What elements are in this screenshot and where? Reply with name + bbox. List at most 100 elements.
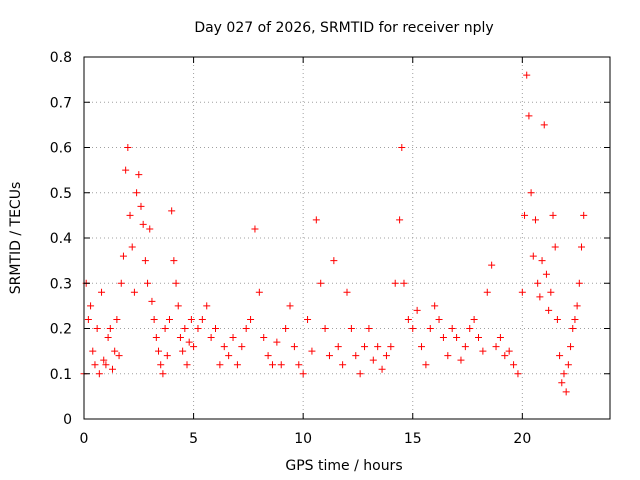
data-point <box>553 315 561 323</box>
data-point <box>549 211 557 219</box>
data-point <box>448 325 456 332</box>
data-point <box>542 270 550 278</box>
data-point <box>558 379 566 387</box>
data-point <box>479 347 487 355</box>
y-tick-label: 0 <box>63 412 72 428</box>
data-point <box>536 293 544 301</box>
data-point <box>155 347 163 355</box>
data-point <box>179 347 187 355</box>
data-point <box>317 279 325 287</box>
x-tick-label: 20 <box>513 431 531 447</box>
data-point <box>575 279 583 287</box>
data-point <box>545 306 553 314</box>
data-point <box>492 343 500 351</box>
data-point <box>361 343 369 351</box>
data-point <box>571 315 579 323</box>
data-point <box>176 334 184 342</box>
data-point <box>137 202 145 210</box>
data-point <box>396 216 404 224</box>
data-point <box>304 315 312 323</box>
data-point <box>242 325 250 332</box>
data-point <box>146 225 154 233</box>
data-point <box>422 361 430 369</box>
data-point <box>119 252 127 260</box>
data-point <box>260 334 268 342</box>
data-point <box>115 352 123 360</box>
data-point <box>282 325 290 332</box>
data-point <box>159 370 167 378</box>
data-point <box>233 361 241 369</box>
data-point <box>580 211 588 219</box>
y-tick-label: 0.5 <box>50 186 72 202</box>
y-tick-label: 0.2 <box>50 322 72 338</box>
data-point <box>466 325 474 332</box>
data-point <box>290 343 298 351</box>
data-point <box>382 352 390 360</box>
data-points <box>80 71 588 396</box>
data-point <box>514 370 522 378</box>
data-point <box>312 216 320 224</box>
y-tick-label: 0.4 <box>50 231 72 247</box>
data-point <box>84 315 92 323</box>
data-point <box>229 334 237 342</box>
data-point <box>220 343 228 351</box>
data-point <box>339 361 347 369</box>
data-point <box>347 325 355 332</box>
data-point <box>435 315 443 323</box>
data-point <box>251 225 259 233</box>
data-point <box>102 361 110 369</box>
data-point <box>453 334 461 342</box>
data-point <box>400 279 408 287</box>
data-point <box>461 343 469 351</box>
y-tick-label: 0.6 <box>50 141 72 157</box>
data-point <box>207 334 215 342</box>
data-point <box>172 279 180 287</box>
data-point <box>141 257 149 265</box>
axis-ticks: 0 0.1 0.2 0.3 0.4 0.5 0.6 0.7 0.8 0 5 10 15 20 <box>50 50 610 447</box>
data-point <box>295 361 303 369</box>
data-point <box>308 347 316 355</box>
data-point <box>534 279 542 287</box>
data-point <box>398 144 406 151</box>
data-point <box>203 302 211 310</box>
data-point <box>152 334 160 342</box>
data-point <box>569 325 577 332</box>
data-point <box>238 343 246 351</box>
data-point <box>529 252 537 260</box>
grid <box>84 57 610 419</box>
data-point <box>391 279 399 287</box>
data-point <box>168 207 176 215</box>
data-point <box>496 334 504 342</box>
data-point <box>122 166 130 174</box>
data-point <box>369 356 377 364</box>
data-point <box>148 297 156 305</box>
data-point <box>457 356 465 364</box>
y-tick-label: 0.3 <box>50 276 72 292</box>
data-point <box>426 325 434 332</box>
data-point <box>334 343 342 351</box>
data-point <box>378 365 386 373</box>
data-point <box>521 211 529 219</box>
data-point <box>525 112 533 120</box>
data-point <box>475 334 482 342</box>
data-point <box>187 315 195 323</box>
data-point <box>325 352 333 360</box>
y-tick-label: 0.7 <box>50 95 72 111</box>
data-point <box>518 288 526 296</box>
data-point <box>527 189 535 197</box>
data-point <box>483 288 491 296</box>
data-point <box>216 361 224 369</box>
data-point <box>194 325 202 332</box>
data-point <box>560 370 568 378</box>
data-point <box>268 361 276 369</box>
data-point <box>540 121 548 129</box>
x-tick-label: 0 <box>80 431 89 447</box>
data-point <box>343 288 351 296</box>
x-tick-label: 5 <box>189 431 198 447</box>
data-point <box>551 243 559 251</box>
data-point <box>413 306 421 314</box>
data-point <box>130 288 138 296</box>
data-point <box>100 356 108 364</box>
data-point <box>89 347 97 355</box>
